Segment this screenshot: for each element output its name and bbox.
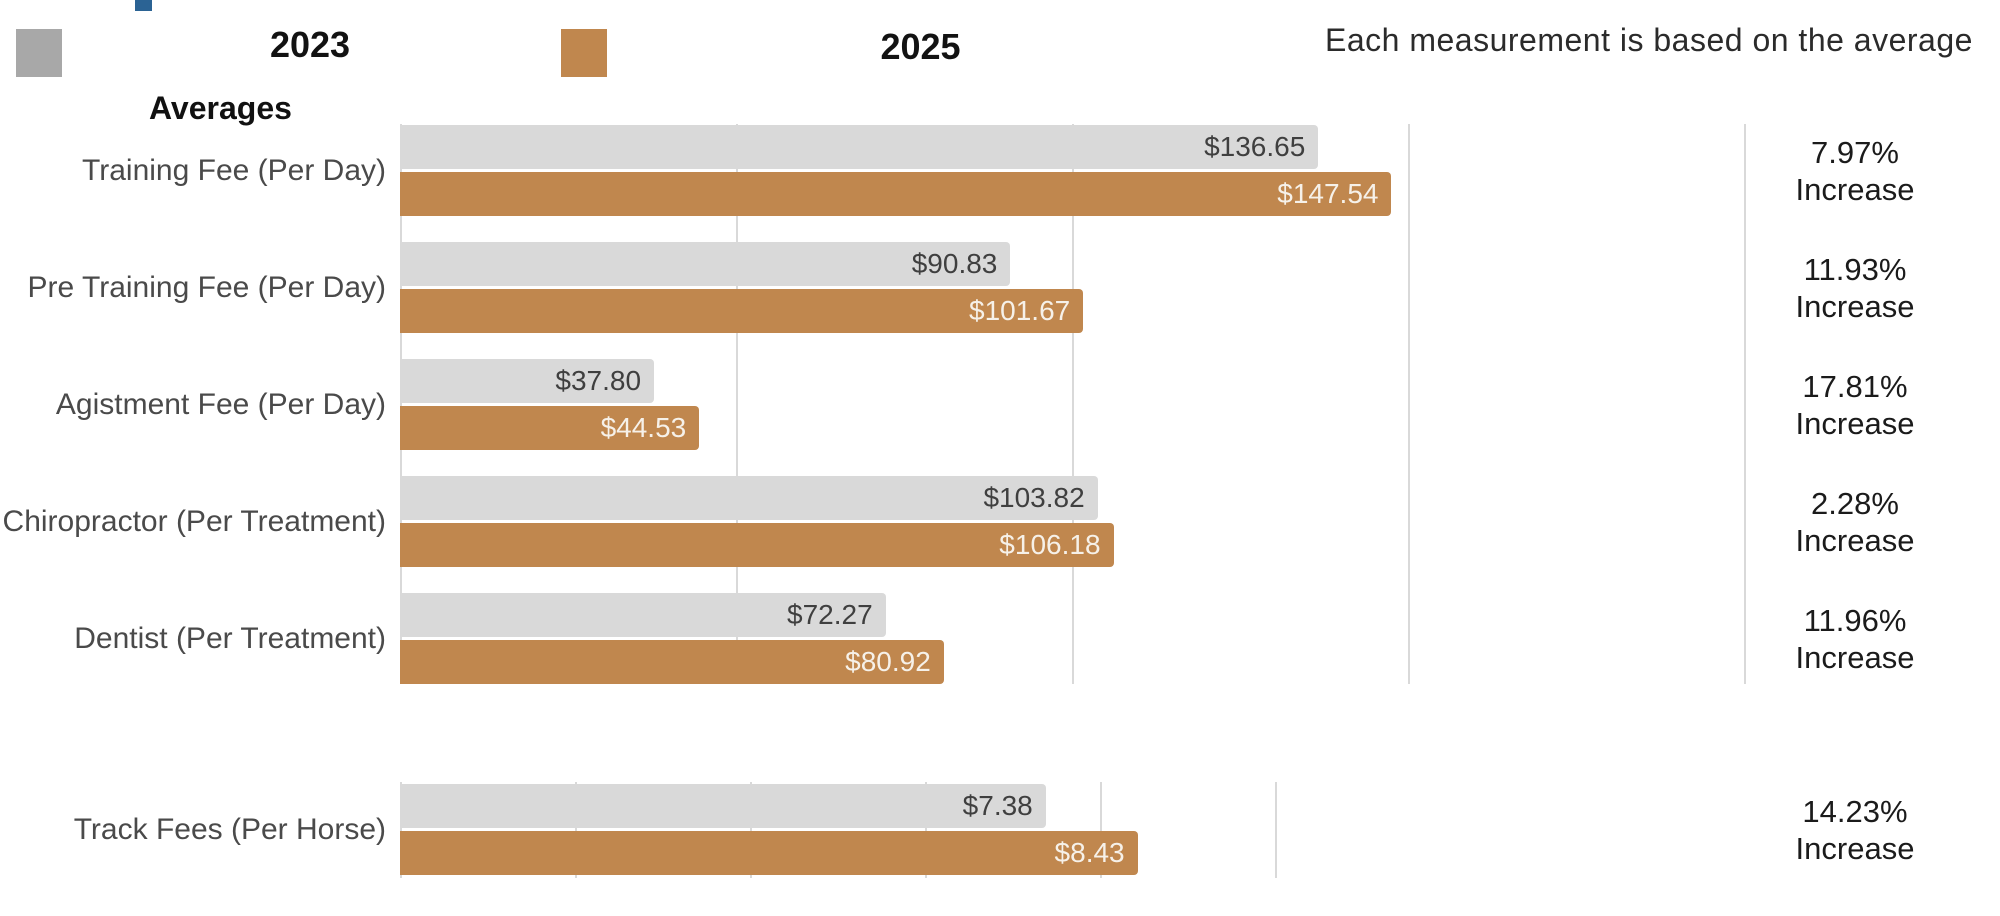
bar-value-label: $147.54 [1277,178,1379,209]
gridline [925,782,927,878]
bar-2023: $72.27 [400,593,886,637]
chart-row: Agistment Fee (Per Day) $37.80 $44.53 17.81… [0,359,2000,451]
bar-2025: $8.43 [400,831,1138,875]
increase-percentage: 11.93% [1803,252,1907,287]
gridline [750,782,752,878]
bar-value-label: $80.92 [845,646,931,677]
legend-swatch-2023 [16,29,62,77]
increase-word: Increase [1795,831,1915,866]
increase-percentage: 2.28% [1811,486,1899,521]
bar-value-label: $8.43 [1054,837,1125,868]
legend-label-2023: 2023 [269,24,351,65]
gridline [736,124,738,684]
increase-label: 17.81% Increase [1765,359,1945,451]
bar-value-label: $7.38 [962,790,1033,821]
gridline [1275,782,1277,878]
bar-2023: $7.38 [400,784,1046,828]
bar-2025: $101.67 [400,289,1084,333]
category-label: Track Fees (Per Horse) [73,813,386,846]
chart-heading: Averages [149,90,292,126]
category-label: Training Fee (Per Day) [82,154,386,187]
bar-2025: $44.53 [400,406,700,450]
increase-percentage: 7.97% [1811,135,1899,170]
bar-2025: $106.18 [400,523,1114,567]
increase-label: 11.93% Increase [1765,242,1945,334]
chart-row: Chiropractor (Per Treatment) $103.82 $106.… [0,476,2000,568]
gridline [575,782,577,878]
gridline [1408,124,1410,684]
chart-row: Training Fee (Per Day) $136.65 $147.54 7.97… [0,125,2000,217]
bar-value-label: $37.80 [555,365,642,396]
chart-row: Track Fees (Per Horse) $7.38 $8.43 14.23% In… [0,784,2000,876]
bar-2025: $80.92 [400,640,944,684]
bar-value-label: $72.27 [787,599,873,630]
bar-value-label: $103.82 [983,482,1085,513]
increase-label: 11.96% Increase [1765,593,1945,685]
increase-word: Increase [1795,289,1915,324]
gridline [1744,124,1746,684]
category-label: Chiropractor (Per Treatment) [2,505,386,538]
bar-value-label: $106.18 [999,529,1101,560]
increase-percentage: 14.23% [1802,794,1908,829]
increase-percentage: 17.81% [1802,369,1908,404]
increase-label: 7.97% Increase [1765,125,1945,217]
gridline [1072,124,1074,684]
bar-value-label: $44.53 [600,412,687,443]
blue-accent-chip [135,0,152,11]
legend-swatch-2025 [561,29,607,77]
chart-note: Each measurement is based on the average [1325,22,1973,58]
bar-value-label: $90.83 [911,248,998,279]
chart-row: Dentist (Per Treatment) $72.27 $80.92 11.96… [0,593,2000,685]
bar-2025: $147.54 [400,172,1392,216]
increase-word: Increase [1795,523,1915,558]
bar-2023: $37.80 [400,359,655,403]
increase-percentage: 11.96% [1803,603,1907,638]
bar-value-label: $101.67 [969,295,1071,326]
increase-word: Increase [1795,406,1915,441]
bar-2023: $90.83 [400,242,1011,286]
gridline [400,124,402,684]
chart-row: Pre Training Fee (Per Day) $90.83 $101.67 1… [0,242,2000,334]
legend-label-2025: 2025 [880,26,961,67]
increase-label: 2.28% Increase [1765,476,1945,568]
gridline [400,782,402,878]
increase-label: 14.23% Increase [1765,784,1945,876]
gridline [1100,782,1102,878]
bar-2023: $136.65 [400,125,1319,169]
bar-2023: $103.82 [400,476,1098,520]
increase-word: Increase [1795,640,1915,675]
bar-value-label: $136.65 [1204,131,1306,162]
increase-word: Increase [1795,172,1915,207]
category-label: Pre Training Fee (Per Day) [27,271,386,304]
category-label: Dentist (Per Treatment) [74,622,386,655]
category-label: Agistment Fee (Per Day) [55,388,386,421]
